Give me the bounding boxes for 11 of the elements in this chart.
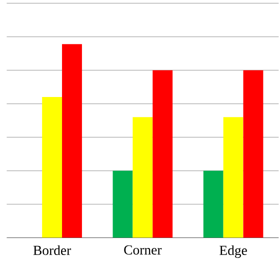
x-tick-label: Border	[33, 245, 72, 255]
bar	[223, 117, 244, 238]
bar	[132, 117, 153, 238]
x-tick-label: Corner	[124, 245, 162, 255]
bar	[152, 70, 173, 238]
bar	[62, 44, 82, 238]
bar	[243, 70, 264, 238]
bar	[203, 170, 224, 238]
bar	[112, 170, 133, 238]
bar	[42, 96, 62, 238]
x-tick-label: Edge	[220, 245, 247, 258]
